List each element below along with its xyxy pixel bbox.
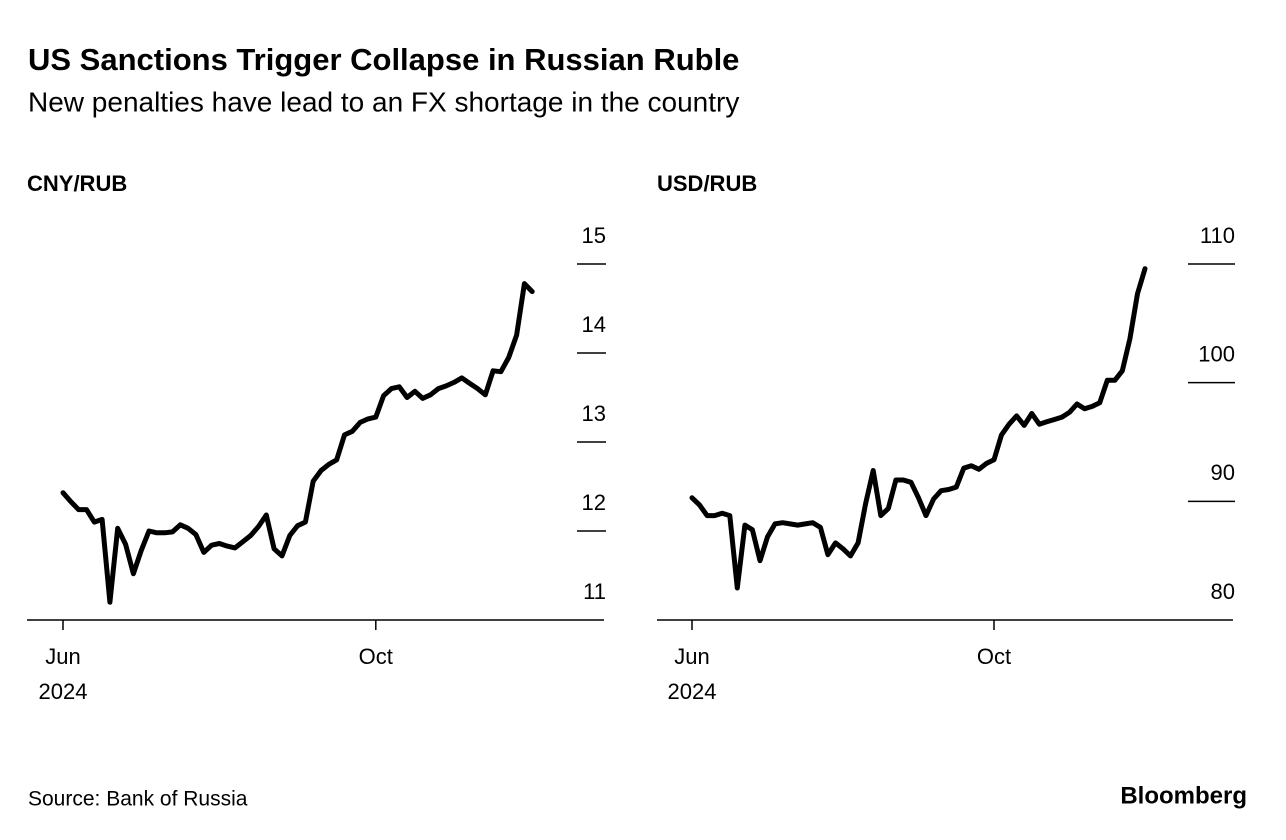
y-tick-label: 13 [582, 401, 606, 426]
y-tick-label: 11 [583, 579, 606, 604]
brand: Bloomberg [1120, 782, 1247, 809]
x-year-label: 2024 [39, 679, 88, 704]
y-tick-label: 90 [1211, 460, 1235, 485]
line [689, 266, 1148, 591]
source: Source: Bank of Russia [28, 788, 248, 811]
title: US Sanctions Trigger Collapse in Russian… [28, 42, 739, 77]
x-tick-label: Jun [674, 644, 709, 669]
chart-title: USD/RUB [657, 171, 757, 196]
x-tick-label: Oct [359, 644, 393, 669]
x-tick-label: Oct [977, 644, 1011, 669]
y-tick-label: 110 [1200, 223, 1235, 248]
y-tick-label: 100 [1198, 341, 1235, 366]
subtitle: New penalties have lead to an FX shortag… [28, 86, 739, 117]
chart-title: CNY/RUB [27, 171, 127, 196]
x-tick-label: Jun [45, 644, 80, 669]
y-tick-label: 80 [1211, 579, 1235, 604]
y-tick-label: 12 [582, 490, 606, 515]
y-tick-label: 15 [582, 223, 606, 248]
x-year-label: 2024 [668, 679, 717, 704]
line [60, 281, 535, 605]
y-tick-label: 14 [582, 312, 606, 337]
